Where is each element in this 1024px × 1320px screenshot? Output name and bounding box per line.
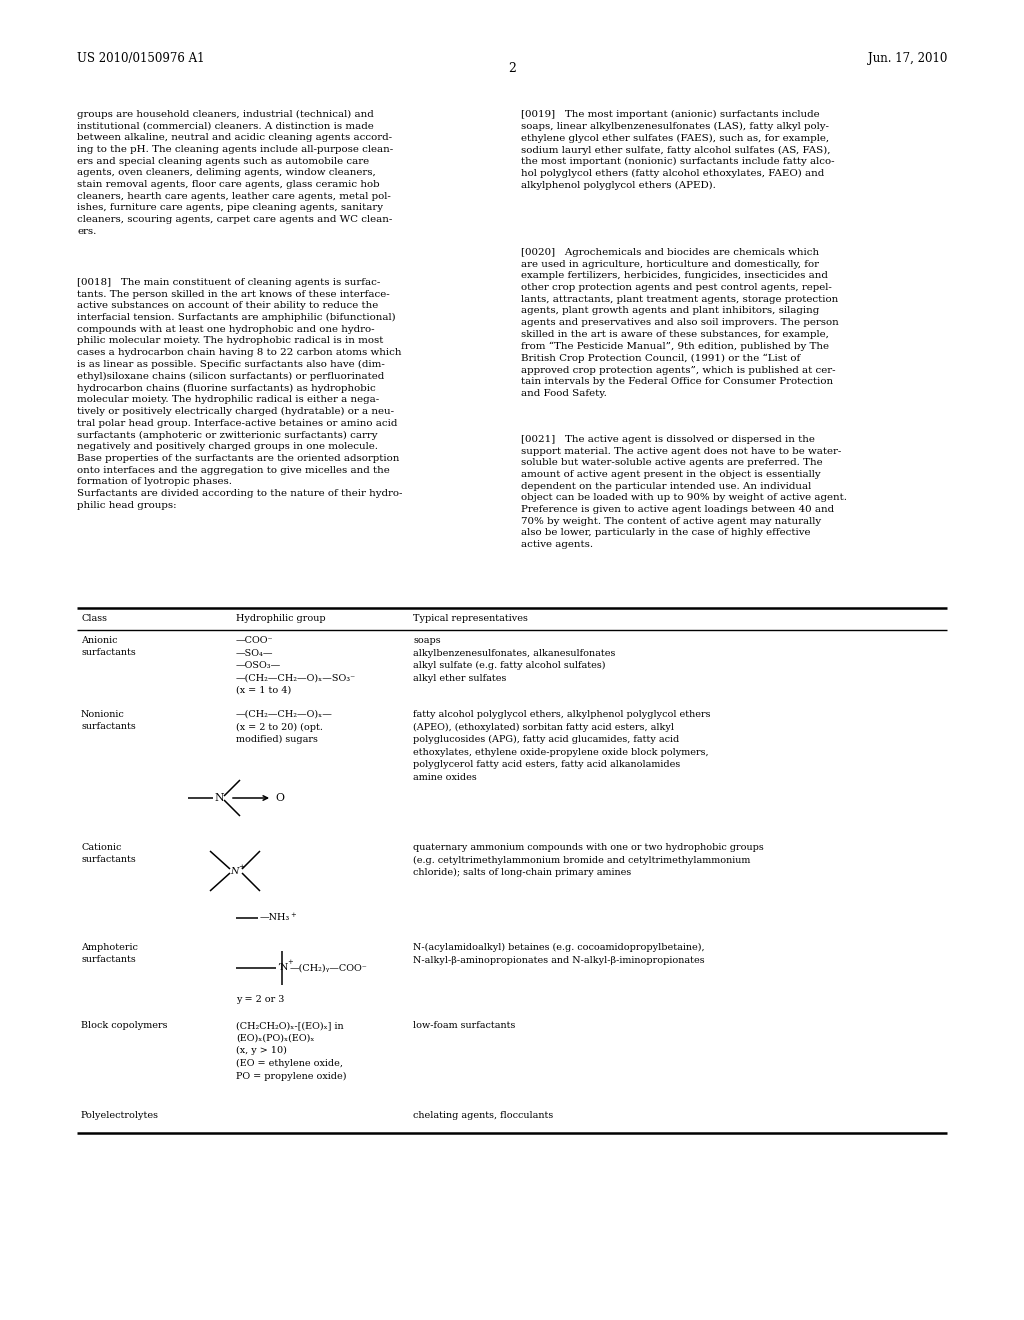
Text: fatty alcohol polyglycol ethers, alkylphenol polyglycol ethers
(APEO), (ethoxyla: fatty alcohol polyglycol ethers, alkylph… xyxy=(413,710,711,781)
Text: N-(acylamidoalkyl) betaines (e.g. cocoamidopropylbetaine),
N-alkyl-β-aminopropio: N-(acylamidoalkyl) betaines (e.g. cocoam… xyxy=(413,942,705,965)
Text: Jun. 17, 2010: Jun. 17, 2010 xyxy=(867,51,947,65)
Text: chelating agents, flocculants: chelating agents, flocculants xyxy=(413,1111,553,1119)
Text: N: N xyxy=(214,793,223,803)
Text: [0018]   The main constituent of cleaning agents is surfac-
tants. The person sk: [0018] The main constituent of cleaning … xyxy=(77,279,402,510)
Text: +: + xyxy=(238,863,245,871)
Text: Amphoteric
surfactants: Amphoteric surfactants xyxy=(81,942,138,964)
Text: Nonionic
surfactants: Nonionic surfactants xyxy=(81,710,136,731)
Text: [0019]   The most important (anionic) surfactants include
soaps, linear alkylben: [0019] The most important (anionic) surf… xyxy=(521,110,835,190)
Text: —NH₃: —NH₃ xyxy=(260,913,290,921)
Text: US 2010/0150976 A1: US 2010/0150976 A1 xyxy=(77,51,205,65)
Text: groups are household cleaners, industrial (technical) and
institutional (commerc: groups are household cleaners, industria… xyxy=(77,110,393,236)
Text: (CH₂CH₂O)ₓ-[(EO)ₓ] in
(EO)ₓ(PO)ₓ(EO)ₓ
(x, y > 10)
(EO = ethylene oxide,
PO = pro: (CH₂CH₂O)ₓ-[(EO)ₓ] in (EO)ₓ(PO)ₓ(EO)ₓ (x… xyxy=(236,1020,346,1081)
Text: Hydrophilic group: Hydrophilic group xyxy=(236,614,326,623)
Text: O: O xyxy=(275,793,284,803)
Text: ’N: ’N xyxy=(278,964,289,973)
Text: Polyelectrolytes: Polyelectrolytes xyxy=(81,1111,159,1119)
Text: 2: 2 xyxy=(508,62,516,75)
Text: N: N xyxy=(230,866,239,875)
Text: low-foam surfactants: low-foam surfactants xyxy=(413,1020,515,1030)
Text: Cationic
surfactants: Cationic surfactants xyxy=(81,843,136,863)
Text: Class: Class xyxy=(81,614,106,623)
Text: —(CH₂—CH₂—O)ₓ—
(x = 2 to 20) (opt.
modified) sugars: —(CH₂—CH₂—O)ₓ— (x = 2 to 20) (opt. modif… xyxy=(236,710,333,744)
Text: +: + xyxy=(287,958,293,966)
Text: —COO⁻
—SO₄—
—OSO₃—
—(CH₂—CH₂—O)ₓ—SO₃⁻
(x = 1 to 4): —COO⁻ —SO₄— —OSO₃— —(CH₂—CH₂—O)ₓ—SO₃⁻ (x… xyxy=(236,636,356,696)
Text: +: + xyxy=(290,911,296,919)
Text: —(CH₂)ᵧ—COO⁻: —(CH₂)ᵧ—COO⁻ xyxy=(290,964,368,973)
Text: Anionic
surfactants: Anionic surfactants xyxy=(81,636,136,657)
Text: [0021]   The active agent is dissolved or dispersed in the
support material. The: [0021] The active agent is dissolved or … xyxy=(521,436,847,549)
Text: [0020]   Agrochemicals and biocides are chemicals which
are used in agriculture,: [0020] Agrochemicals and biocides are ch… xyxy=(521,248,839,397)
Text: Block copolymers: Block copolymers xyxy=(81,1020,168,1030)
Text: Typical representatives: Typical representatives xyxy=(413,614,528,623)
Text: quaternary ammonium compounds with one or two hydrophobic groups
(e.g. cetyltrim: quaternary ammonium compounds with one o… xyxy=(413,843,764,878)
Text: y = 2 or 3: y = 2 or 3 xyxy=(236,995,285,1005)
Text: soaps
alkylbenzenesulfonates, alkanesulfonates
alkyl sulfate (e.g. fatty alcohol: soaps alkylbenzenesulfonates, alkanesulf… xyxy=(413,636,615,682)
